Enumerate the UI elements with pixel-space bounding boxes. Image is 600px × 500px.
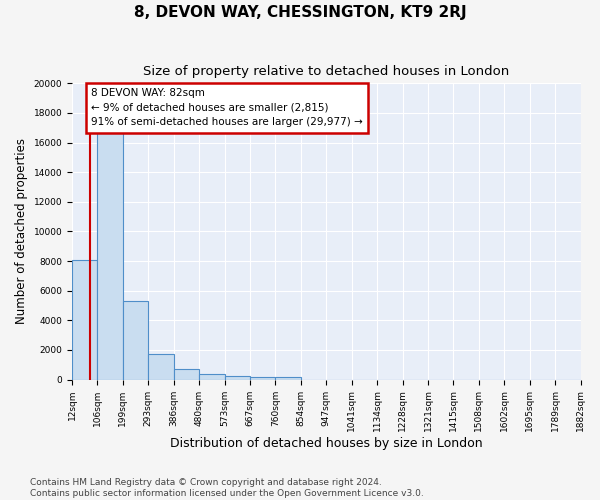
Bar	[148, 354, 174, 380]
Bar	[123, 301, 148, 380]
Bar	[199, 374, 224, 380]
Bar	[250, 376, 275, 380]
Bar	[174, 369, 199, 380]
Bar	[275, 377, 301, 380]
Bar	[72, 260, 97, 380]
Text: 8, DEVON WAY, CHESSINGTON, KT9 2RJ: 8, DEVON WAY, CHESSINGTON, KT9 2RJ	[134, 5, 466, 20]
Title: Size of property relative to detached houses in London: Size of property relative to detached ho…	[143, 65, 509, 78]
Text: Contains HM Land Registry data © Crown copyright and database right 2024.
Contai: Contains HM Land Registry data © Crown c…	[30, 478, 424, 498]
Text: 8 DEVON WAY: 82sqm
← 9% of detached houses are smaller (2,815)
91% of semi-detac: 8 DEVON WAY: 82sqm ← 9% of detached hous…	[91, 88, 363, 128]
X-axis label: Distribution of detached houses by size in London: Distribution of detached houses by size …	[170, 437, 482, 450]
Bar	[97, 132, 123, 380]
Bar	[224, 376, 250, 380]
Y-axis label: Number of detached properties: Number of detached properties	[15, 138, 28, 324]
